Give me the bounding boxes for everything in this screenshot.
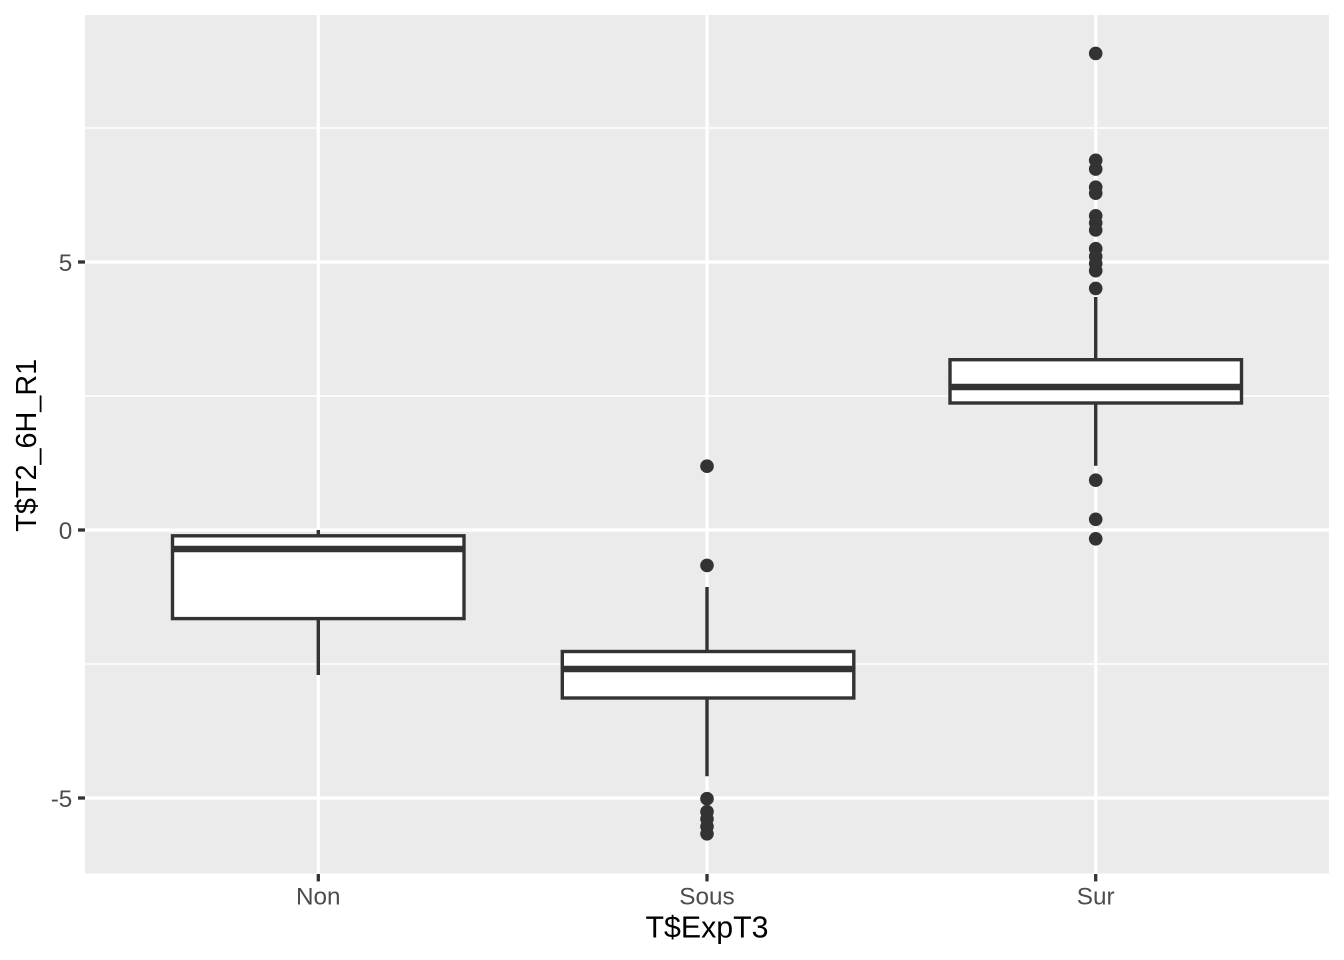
svg-text:T$ExpT3: T$ExpT3	[646, 912, 769, 945]
svg-text:0: 0	[59, 518, 73, 545]
svg-text:Sous: Sous	[679, 884, 734, 911]
svg-text:-5: -5	[51, 786, 73, 813]
svg-text:Sur: Sur	[1077, 884, 1115, 911]
svg-text:T$T2_6H_R1: T$T2_6H_R1	[11, 359, 43, 532]
svg-text:5: 5	[59, 250, 73, 277]
svg-text:Non: Non	[296, 884, 341, 911]
